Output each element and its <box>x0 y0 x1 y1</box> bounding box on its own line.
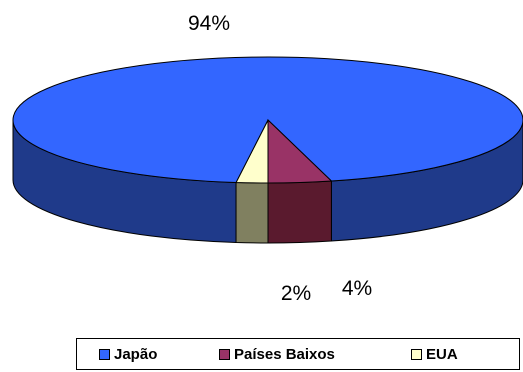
data-label-eua: 2% <box>281 282 311 305</box>
legend-label-eua: EUA <box>426 345 458 363</box>
data-label-paises-baixos: 4% <box>342 277 372 300</box>
pie-side-eua <box>235 181 269 244</box>
chart-legend: Japão Países Baixos EUA <box>76 338 520 370</box>
legend-item-eua: EUA <box>411 346 458 363</box>
legend-item-japao: Japão <box>99 346 219 363</box>
legend-label-japao: Japão <box>114 345 158 363</box>
legend-label-paises-baixos: Países Baixos <box>234 345 335 363</box>
pie-chart: 94% 2% 4% <box>12 12 523 305</box>
pie-slice-paises-baixos <box>267 118 333 184</box>
pie-side-paises-baixos <box>267 180 332 244</box>
legend-swatch-paises-baixos <box>219 348 230 360</box>
legend-swatch-japao <box>99 348 110 360</box>
legend-item-paises-baixos: Países Baixos <box>219 346 411 363</box>
legend-swatch-eua <box>411 348 422 360</box>
data-label-japao: 94% <box>188 12 230 35</box>
